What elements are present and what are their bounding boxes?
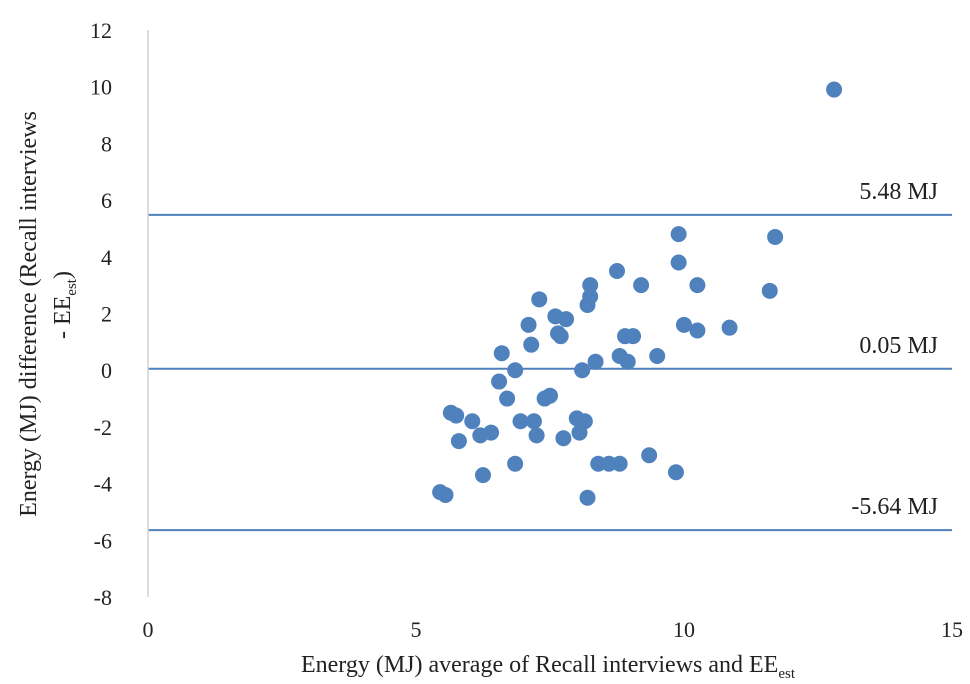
data-point [625,328,642,345]
data-point [767,228,784,245]
data-point [483,424,500,441]
y-tick-label: 0 [101,358,112,383]
reference-line-label: -5.64 MJ [851,494,938,520]
data-point [619,353,636,370]
data-point [499,390,516,407]
data-point [542,387,558,404]
data-point [761,282,778,299]
data-point [641,447,658,464]
y-tick-label: 6 [101,188,112,213]
x-tick-label: 0 [143,617,154,642]
y-tick-label: 10 [90,75,112,100]
x-tick-labels: 0 5 10 15 [143,617,964,642]
y-axis-title-line-2: - EEest) [50,271,80,339]
data-point [667,464,684,481]
y-tick-label: 12 [90,18,112,43]
data-points [432,81,843,506]
y-tick-label: -8 [94,585,112,610]
y-tick-label: 8 [101,131,112,156]
data-point [670,254,687,271]
data-point [552,328,569,345]
data-point [689,322,706,339]
data-point [520,316,537,333]
x-tick-label: 15 [941,617,963,642]
x-axis-title-subscript: est [778,666,795,682]
data-point [507,455,524,472]
data-point [582,288,599,305]
data-point [475,467,491,484]
data-point [676,316,692,333]
data-point [464,413,481,430]
x-axis-title: Energy (MJ) average of Recall interviews… [301,652,796,682]
y-axis-title-line-2-suffix: ) [50,271,76,279]
data-point [579,489,596,506]
data-point [826,81,843,98]
reference-lines [148,213,952,532]
data-point [555,430,572,447]
y-tick-label: 4 [101,245,112,270]
x-tick-label: 10 [673,617,695,642]
data-point [558,311,575,328]
data-point [611,455,628,472]
y-axis-title-line-2-prefix: - EE [50,296,76,339]
data-point [689,277,706,294]
data-point [633,277,650,294]
data-point [512,413,529,430]
reference-line-labels: 5.48 MJ 0.05 MJ -5.64 MJ [851,179,938,520]
data-point [576,413,593,430]
data-point [523,336,540,353]
data-point [507,362,524,379]
data-point [609,262,625,279]
y-axis-title-line-2-subscript: est [64,278,80,295]
data-point [528,427,545,444]
x-axis-title-main: Energy (MJ) average of Recall interviews… [301,652,778,678]
y-tick-label: -4 [94,472,112,497]
data-point [582,277,599,294]
data-point [525,413,542,430]
reference-line-label: 5.48 MJ [859,179,938,205]
data-point [437,486,454,503]
y-axis-title: Energy (MJ) difference (Recall interview… [16,111,80,517]
data-point [721,319,738,336]
data-point [587,353,604,370]
data-point [649,348,666,365]
y-tick-label: -2 [94,415,112,440]
data-point [493,345,510,362]
y-tick-label: 2 [101,302,112,327]
data-point [670,226,687,243]
x-tick-label: 5 [411,617,422,642]
y-tick-labels: -8 -6 -4 -2 0 2 4 6 8 10 12 [90,18,112,610]
data-point [450,433,467,450]
data-point [531,291,548,308]
reference-line-label: 0.05 MJ [859,333,938,359]
y-axis-title-line-1: Energy (MJ) difference (Recall interview… [16,111,42,517]
data-point [491,373,508,390]
data-point [448,407,465,424]
y-tick-label: -6 [94,528,112,553]
data-point [574,362,591,379]
